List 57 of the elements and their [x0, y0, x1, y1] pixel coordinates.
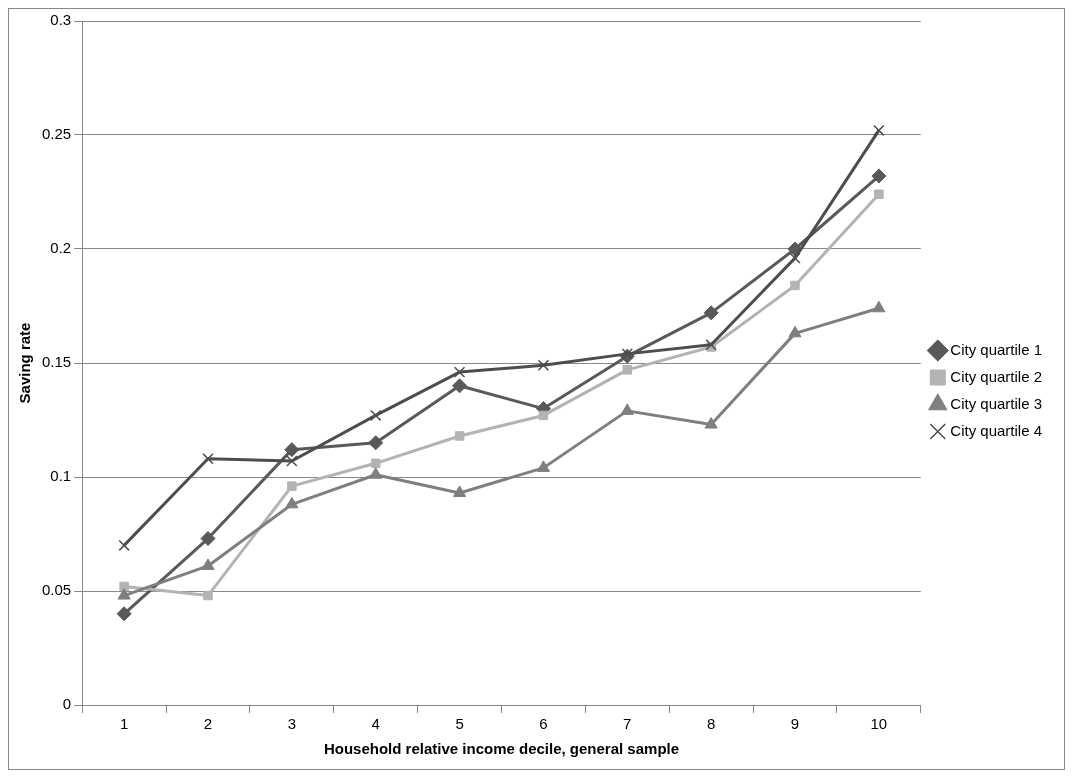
point — [370, 409, 382, 422]
y-tick-label: 0.25 — [41, 125, 72, 143]
x-tick-label: 5 — [455, 715, 464, 733]
point — [200, 531, 216, 547]
point — [117, 588, 131, 600]
point — [454, 431, 465, 441]
point — [872, 300, 886, 313]
point — [622, 365, 633, 375]
point — [285, 496, 299, 509]
y-tick-label: 0.15 — [41, 353, 72, 371]
point — [368, 435, 384, 451]
point — [202, 453, 214, 465]
point — [370, 458, 381, 469]
legend-label: City quartile 2 — [950, 367, 1043, 385]
point — [704, 417, 718, 429]
x-axis-title: Household relative income decile, general sample — [323, 740, 680, 758]
y-axis-title: Saving rate — [16, 322, 34, 404]
point — [286, 455, 298, 467]
point — [453, 485, 467, 497]
x-tick-label: 6 — [539, 715, 548, 733]
x-tick-label: 3 — [287, 715, 297, 733]
point — [203, 590, 213, 601]
point — [621, 348, 633, 360]
point — [538, 410, 549, 421]
point — [788, 325, 802, 338]
point — [790, 280, 800, 291]
point — [452, 378, 468, 394]
x-tick-label: 8 — [706, 715, 716, 733]
y-tick-label: 0.3 — [50, 11, 72, 29]
x-tick-label: 2 — [203, 715, 213, 733]
point — [284, 442, 300, 458]
y-tick-label: 0.05 — [41, 581, 72, 599]
point — [871, 168, 887, 184]
x-tick-label: 7 — [623, 715, 632, 733]
y-tick-label: 0 — [62, 695, 72, 713]
point — [119, 581, 129, 592]
point — [453, 366, 466, 378]
legend-label: City quartile 1 — [950, 340, 1043, 358]
x-tick-label: 10 — [870, 715, 888, 733]
point — [116, 606, 132, 622]
point — [287, 481, 297, 491]
point — [369, 467, 383, 479]
x-tick-label: 1 — [119, 715, 129, 733]
legend-label: City quartile 3 — [950, 394, 1043, 412]
point — [118, 539, 130, 552]
point — [620, 403, 634, 415]
y-tick-label: 0.1 — [50, 467, 72, 485]
point — [703, 305, 719, 321]
x-tick-label: 9 — [790, 715, 800, 733]
point — [873, 124, 885, 137]
point — [201, 558, 215, 570]
legend-label: City quartile 4 — [950, 421, 1043, 439]
x-tick-label: 4 — [371, 715, 380, 733]
point — [537, 359, 550, 371]
point — [536, 460, 550, 472]
point — [874, 189, 884, 200]
y-tick-label: 0.2 — [50, 239, 72, 257]
